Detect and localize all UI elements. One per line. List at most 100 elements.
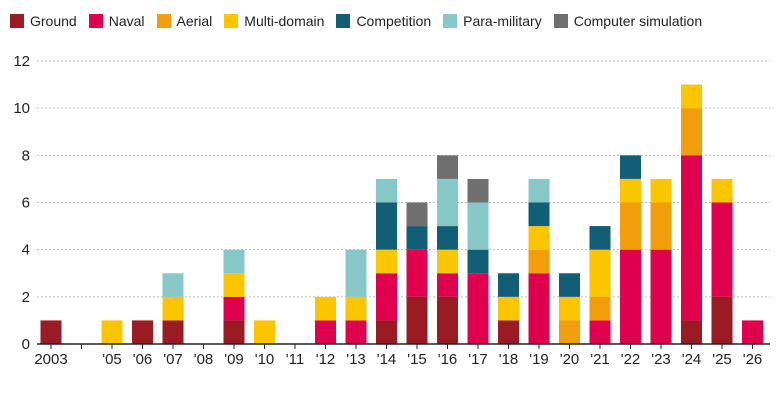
legend-item: Computer simulation — [553, 13, 703, 29]
bar-segment — [162, 320, 184, 344]
bar-segment — [376, 202, 397, 250]
bar-segment — [528, 178, 550, 203]
bar-segment — [589, 249, 611, 297]
bar-segment — [711, 296, 733, 344]
bar-segment — [376, 178, 397, 203]
bar-segment — [132, 320, 153, 344]
x-tick-label: '13 — [346, 351, 366, 368]
legend-swatch — [10, 14, 24, 28]
legend-swatch — [156, 14, 171, 28]
bar-segment — [711, 202, 733, 297]
x-tick-label: '11 — [286, 351, 304, 368]
x-tick-label: '20 — [560, 351, 580, 368]
bar-segment — [437, 296, 458, 344]
bar-segment — [589, 320, 611, 344]
legend-item: Multi-domain — [224, 13, 324, 29]
legend-swatch — [443, 14, 458, 28]
y-tick-label: 8 — [22, 147, 30, 164]
bar-segment — [681, 155, 702, 321]
bar-segment — [437, 155, 458, 179]
bar-segment — [162, 296, 184, 321]
x-tick-label: '10 — [255, 351, 275, 368]
bar-segment — [223, 249, 245, 274]
x-tick-label: '15 — [407, 351, 427, 368]
x-tick-label: '26 — [743, 351, 763, 368]
legend-label: Computer simulation — [573, 13, 703, 29]
legend-swatch — [224, 14, 239, 28]
bar-segment — [223, 320, 245, 344]
bar-segment — [345, 249, 367, 297]
bar-segment — [376, 249, 397, 274]
x-tick-label: '12 — [316, 351, 336, 368]
x-tick-label: '05 — [102, 351, 122, 368]
bar-segment — [711, 178, 733, 203]
bar-segment — [162, 273, 184, 297]
x-tick-label: '07 — [163, 351, 183, 368]
x-tick-label: '16 — [438, 351, 458, 368]
bar-segment — [315, 320, 336, 344]
bar-segment — [467, 178, 489, 203]
bar-segment — [437, 273, 458, 297]
bar-segment — [223, 296, 245, 321]
bar-segment — [437, 249, 458, 274]
legend-swatch — [553, 14, 568, 28]
x-tick-label: '23 — [651, 351, 671, 368]
bar-segment — [742, 320, 763, 344]
bar-segment — [467, 273, 489, 344]
x-tick-label: '17 — [468, 351, 488, 368]
x-tick-label: '25 — [712, 351, 732, 368]
bar-segment — [376, 273, 397, 321]
y-tick-label: 0 — [22, 336, 30, 353]
bar-segment — [620, 249, 641, 344]
bar-segment — [559, 320, 580, 344]
legend-label: Aerial — [176, 13, 213, 29]
x-tick-label: '09 — [224, 351, 244, 368]
bar-segment — [406, 202, 428, 227]
bar-segment — [40, 320, 62, 344]
legend-label: Multi-domain — [244, 13, 325, 29]
bar-segment — [650, 178, 672, 203]
bar-segment — [406, 296, 428, 344]
bar-segment — [650, 249, 672, 344]
legend-item: Aerial — [156, 13, 213, 29]
bar-segment — [345, 320, 367, 344]
bar-segment — [559, 273, 580, 297]
legend-label: Competition — [356, 13, 432, 29]
bar-segment — [376, 320, 397, 344]
bar-segment — [406, 226, 428, 250]
x-tick-label: '22 — [621, 351, 641, 368]
bar-segment — [315, 296, 336, 321]
legend-item: Naval — [88, 13, 145, 29]
bar-segment — [589, 296, 611, 321]
legend-swatch — [336, 14, 351, 28]
bar-segment — [528, 273, 550, 344]
bar-segment — [620, 202, 641, 250]
bar-segment — [498, 320, 519, 344]
bar-segment — [528, 226, 550, 250]
legend-item: Para-military — [443, 13, 542, 29]
bar-segment — [223, 273, 245, 297]
bar-segment — [345, 296, 367, 321]
bar-segment — [406, 249, 428, 297]
x-tick-label: '08 — [194, 351, 214, 368]
x-tick-label: '21 — [590, 351, 610, 368]
bar-segment — [681, 84, 702, 109]
bar-segment — [681, 320, 702, 344]
bar-segment — [650, 202, 672, 250]
bar-segment — [437, 178, 458, 227]
legend-label: Ground — [30, 13, 77, 29]
legend-label: Para-military — [463, 13, 542, 29]
bar-segment — [254, 320, 275, 344]
chart-legend: Ground Naval Aerial Multi-domain Competition… — [10, 13, 702, 29]
x-tick-label: '24 — [682, 351, 702, 368]
bar-segment — [528, 249, 550, 274]
bar-segment — [498, 296, 519, 321]
legend-item: Competition — [336, 13, 431, 29]
bar-segment — [589, 226, 611, 250]
bar-segment — [101, 320, 123, 344]
x-tick-label: 2003 — [34, 351, 67, 368]
bar-segment — [559, 296, 580, 321]
bar-segment — [437, 226, 458, 250]
bar-segment — [620, 178, 641, 203]
